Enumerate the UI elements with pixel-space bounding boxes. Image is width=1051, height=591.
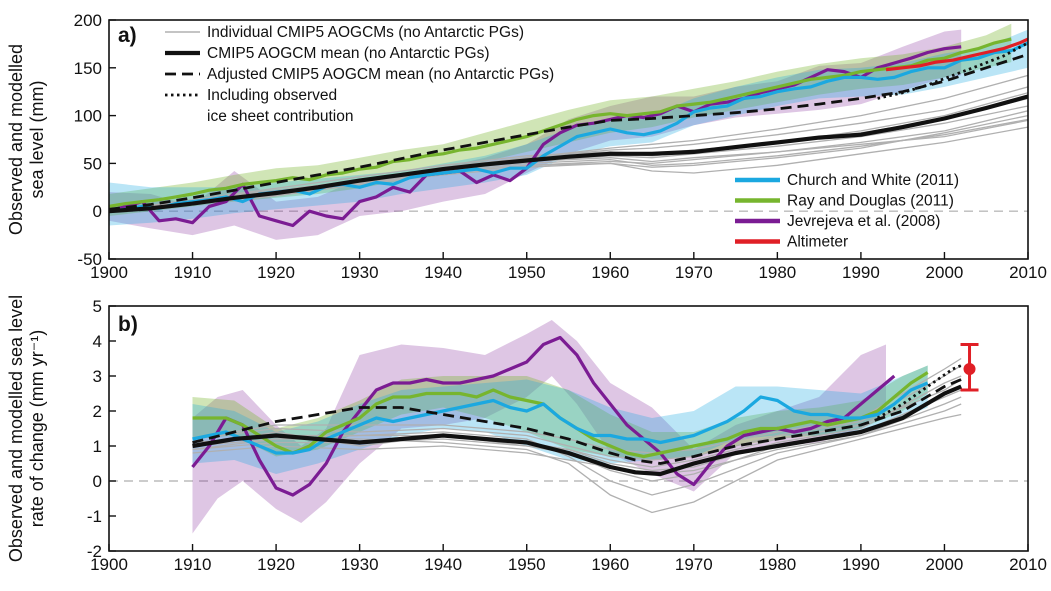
b-axis-title-line: Observed and modelled sea level bbox=[6, 295, 26, 562]
panel-b: Observed and modelled sea levelrate of c… bbox=[6, 295, 1047, 574]
panel-a-y-axis-title: Observed and modelledsea level (mm) bbox=[6, 44, 47, 235]
a-x-tick-label: 1950 bbox=[508, 263, 546, 282]
a-series-altimeter bbox=[885, 37, 1028, 72]
legend-model-label: Individual CMIP5 AOGCMs (no Antarctic PG… bbox=[207, 24, 524, 41]
b-altimeter-point bbox=[960, 343, 979, 392]
a-x-tick-label: 2010 bbox=[1009, 263, 1047, 282]
b-series-adjusted bbox=[192, 378, 962, 465]
a-x-tick-label: 1920 bbox=[257, 263, 295, 282]
b-y-tick-label: 3 bbox=[93, 367, 102, 386]
a-model-line-1 bbox=[109, 119, 1028, 212]
b-x-tick-label: 1970 bbox=[675, 555, 713, 574]
b-series-including bbox=[876, 364, 962, 420]
a-axis-title-line: sea level (mm) bbox=[27, 80, 47, 198]
b-x-tick-label: 2000 bbox=[926, 555, 964, 574]
b-x-tick-label: 1940 bbox=[424, 555, 462, 574]
panel-a-plot-area bbox=[109, 23, 1028, 240]
b-x-tick-label: 1980 bbox=[758, 555, 796, 574]
a-x-tick-label: 1930 bbox=[341, 263, 379, 282]
b-model-line-1 bbox=[192, 413, 962, 514]
legend-model-label-continued: ice sheet contribution bbox=[207, 108, 353, 125]
a-y-tick-label: 200 bbox=[74, 11, 102, 30]
panel-b-frame bbox=[108, 305, 1029, 552]
a-series-jevrejeva bbox=[109, 45, 962, 228]
a-y-tick-label: 50 bbox=[83, 154, 102, 173]
a-band-ray-douglas bbox=[109, 23, 1012, 216]
a-band-church-white bbox=[109, 29, 1028, 226]
b-series-church-white bbox=[192, 381, 929, 455]
b-model-line-8 bbox=[192, 375, 962, 472]
panel-a-frame bbox=[108, 19, 1029, 260]
panel-b-y-axis-title: Observed and modelled sea levelrate of c… bbox=[6, 295, 47, 562]
b-y-tick-label: 5 bbox=[93, 297, 102, 316]
b-x-tick-label: 1910 bbox=[174, 555, 212, 574]
b-y-tick-label: -2 bbox=[87, 542, 102, 561]
b-x-tick-label: 1960 bbox=[591, 555, 629, 574]
b-band-jevrejeva bbox=[192, 320, 886, 534]
panel-b-ticks: 1900 1910 1920 1930 1940 1950 1960 1970 1980 1990… bbox=[87, 297, 1047, 574]
b-y-tick-label: -1 bbox=[87, 507, 102, 526]
a-y-tick-label: 100 bbox=[74, 107, 102, 126]
b-model-line-4 bbox=[192, 364, 962, 461]
panel-b-plot-area bbox=[109, 320, 1028, 534]
a-axis-title-line: Observed and modelled bbox=[6, 44, 26, 235]
legend-model-label: Including observed bbox=[207, 87, 337, 104]
legend-model-label: CMIP5 AOGCM mean (no Antarctic PGs) bbox=[207, 45, 490, 62]
legend-obs-label: Church and White (2011) bbox=[787, 172, 959, 189]
a-x-tick-label: 1900 bbox=[90, 263, 128, 282]
b-axis-title-line: rate of change (mm yr⁻¹) bbox=[27, 330, 47, 528]
a-series-ray-douglas bbox=[109, 37, 1012, 208]
panel-a-ticks: 1900 1910 1920 1930 1940 1950 1960 1970 1980 1990… bbox=[74, 11, 1047, 282]
a-x-tick-label: 1980 bbox=[758, 263, 796, 282]
a-x-tick-label: 2000 bbox=[926, 263, 964, 282]
b-y-tick-label: 0 bbox=[93, 472, 102, 491]
a-axis-title-text: Observed and modelledsea level (mm) bbox=[6, 44, 47, 235]
panel-a: Observed and modelledsea level (mm) 1900… bbox=[6, 11, 1047, 282]
b-axis-title-text: Observed and modelled sea levelrate of c… bbox=[6, 295, 47, 562]
legend-obs-label: Altimeter bbox=[787, 234, 848, 251]
b-y-tick-label: 2 bbox=[93, 402, 102, 421]
panel-b-letter: b) bbox=[118, 313, 138, 336]
a-y-tick-label: 150 bbox=[74, 59, 102, 78]
a-x-tick-label: 1960 bbox=[591, 263, 629, 282]
legend-models: Individual CMIP5 AOGCMs (no Antarctic PG… bbox=[165, 24, 554, 125]
b-x-tick-label: 1950 bbox=[508, 555, 546, 574]
legend-obs-label: Ray and Douglas (2011) bbox=[787, 193, 954, 210]
b-y-tick-label: 4 bbox=[93, 332, 102, 351]
a-series-adjusted bbox=[109, 53, 1028, 211]
b-x-tick-label: 1930 bbox=[341, 555, 379, 574]
b-series-mean bbox=[192, 384, 963, 477]
panel-a-letter: a) bbox=[118, 24, 137, 47]
a-x-tick-label: 1990 bbox=[842, 263, 880, 282]
b-x-tick-label: 1900 bbox=[90, 555, 128, 574]
a-x-tick-label: 1970 bbox=[675, 263, 713, 282]
legend-observations: Church and White (2011) Ray and Douglas (… bbox=[735, 172, 959, 251]
a-series-including bbox=[877, 41, 1028, 100]
b-y-tick-label: 1 bbox=[93, 437, 102, 456]
b-x-tick-label: 1990 bbox=[842, 555, 880, 574]
legend-model-label: Adjusted CMIP5 AOGCM mean (no Antarctic … bbox=[207, 66, 554, 83]
a-series-mean bbox=[109, 94, 1028, 214]
a-x-tick-label: 1910 bbox=[174, 263, 212, 282]
b-x-tick-label: 2010 bbox=[1009, 555, 1047, 574]
a-y-tick-label: 0 bbox=[93, 202, 102, 221]
a-y-tick-label: -50 bbox=[77, 250, 102, 269]
a-x-tick-label: 1940 bbox=[424, 263, 462, 282]
altimeter-marker bbox=[963, 363, 976, 375]
b-x-tick-label: 1920 bbox=[257, 555, 295, 574]
legend-obs-label: Jevrejeva et al. (2008) bbox=[787, 213, 940, 230]
